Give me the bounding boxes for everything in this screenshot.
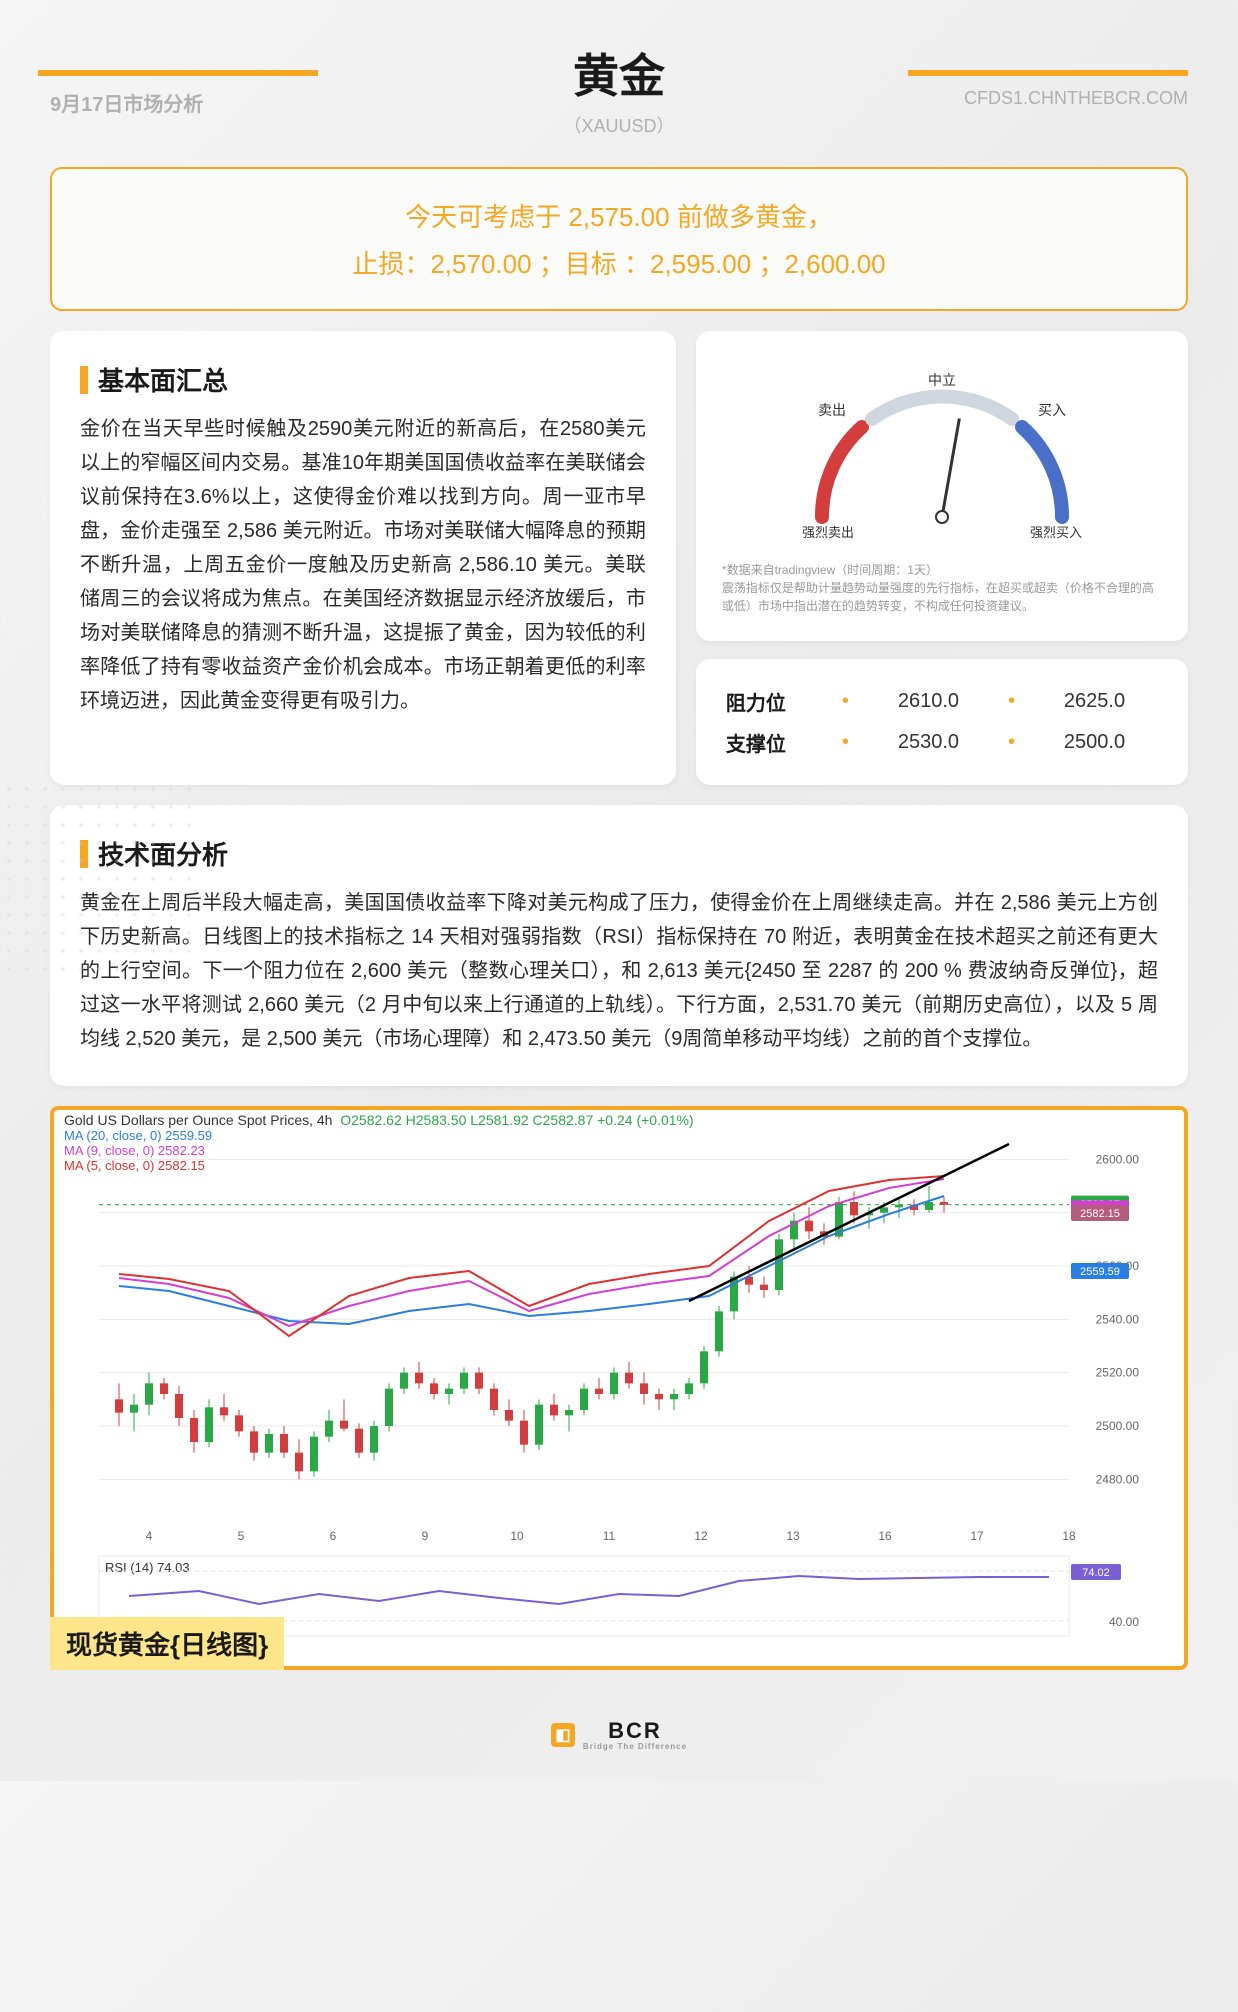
sentiment-gauge: 中立 卖出 买入 强烈卖出 强烈买入: [762, 357, 1122, 547]
svg-text:2600.00: 2600.00: [1096, 1152, 1140, 1166]
svg-text:4: 4: [146, 1529, 153, 1543]
header-ticker: （XAUUSD）: [563, 112, 674, 138]
support-v2: 2500.0: [1031, 731, 1158, 754]
svg-text:12: 12: [694, 1529, 708, 1543]
tip-line1: 今天可考虑于 2,575.00 前做多黄金，: [82, 197, 1156, 234]
svg-text:强烈买入: 强烈买入: [1030, 525, 1082, 540]
svg-text:74.02: 74.02: [1082, 1567, 1110, 1579]
svg-text:买入: 买入: [1038, 402, 1066, 418]
svg-text:2540.00: 2540.00: [1096, 1312, 1140, 1326]
levels-card: 阻力位 • 2610.0 • 2625.0 支撑位 • 2530.0 • 250…: [696, 659, 1188, 785]
gauge-card: 中立 卖出 买入 强烈卖出 强烈买入 *数据来自tradingview（时间周期…: [696, 331, 1188, 641]
technical-card: 技术面分析 黄金在上周后半段大幅走高，美国国债收益率下降对美元构成了压力，使得金…: [50, 805, 1188, 1086]
gauge-note2: 震荡指标仅是帮助计量趋势动量强度的先行指标，在超买或超卖（价格不合理的高或低）市…: [722, 579, 1162, 615]
fundamental-card: 基本面汇总 金价在当天早些时候触及2590美元附近的新高后，在2580美元以上的…: [50, 331, 676, 785]
svg-text:40.00: 40.00: [1109, 1615, 1139, 1629]
resistance-v1: 2610.0: [865, 690, 992, 713]
fundamental-title: 基本面汇总: [80, 361, 646, 398]
trade-suggestion: 今天可考虑于 2,575.00 前做多黄金， 止损：2,570.00 ；目标 ：…: [50, 167, 1188, 311]
svg-text:10: 10: [510, 1529, 524, 1543]
svg-text:5: 5: [238, 1529, 245, 1543]
svg-text:17: 17: [970, 1529, 984, 1543]
resistance-v2: 2625.0: [1031, 690, 1158, 713]
footer: ◧ BCR Bridge The Difference: [0, 1700, 1238, 1781]
price-chart: Gold US Dollars per Ounce Spot Prices, 4…: [50, 1106, 1188, 1670]
svg-text:2582.15: 2582.15: [1080, 1208, 1120, 1220]
svg-text:中立: 中立: [928, 372, 956, 388]
svg-text:11: 11: [603, 1529, 616, 1543]
technical-body: 黄金在上周后半段大幅走高，美国国债收益率下降对美元构成了压力，使得金价在上周继续…: [80, 886, 1158, 1056]
svg-text:卖出: 卖出: [818, 402, 846, 418]
header-site: CFDS1.CHNTHEBCR.COM: [908, 70, 1188, 109]
svg-text:9: 9: [422, 1529, 429, 1543]
header-title: 黄金: [563, 40, 674, 106]
svg-text:RSI (14) 74.03: RSI (14) 74.03: [105, 1560, 190, 1575]
header: 9月17日市场分析 黄金 （XAUUSD） CFDS1.CHNTHEBCR.CO…: [0, 0, 1238, 137]
gauge-note1: *数据来自tradingview（时间周期：1天）: [722, 561, 1162, 579]
footer-sub: Bridge The Difference: [583, 1742, 687, 1751]
svg-text:6: 6: [330, 1529, 337, 1543]
technical-title: 技术面分析: [80, 835, 1158, 872]
chart-svg: 2600.002560.002540.002520.002500.002480.…: [64, 1126, 1174, 1666]
svg-text:2480.00: 2480.00: [1096, 1472, 1140, 1486]
svg-text:16: 16: [878, 1529, 892, 1543]
header-date: 9月17日市场分析: [50, 70, 318, 117]
resistance-row: 阻力位 • 2610.0 • 2625.0: [726, 681, 1158, 722]
svg-text:强烈卖出: 强烈卖出: [802, 525, 854, 540]
svg-text:2520.00: 2520.00: [1096, 1366, 1140, 1380]
svg-text:18: 18: [1062, 1529, 1076, 1543]
tip-line2: 止损：2,570.00 ；目标 ：2,595.00 ；2,600.00: [82, 244, 1156, 281]
svg-text:13: 13: [786, 1529, 800, 1543]
svg-text:2559.59: 2559.59: [1080, 1266, 1120, 1278]
logo-icon: ◧: [551, 1723, 575, 1747]
fundamental-body: 金价在当天早些时候触及2590美元附近的新高后，在2580美元以上的窄幅区间内交…: [80, 412, 646, 718]
support-label: 支撑位: [726, 728, 826, 757]
chart-badge: 现货黄金{日线图}: [50, 1617, 284, 1670]
resistance-label: 阻力位: [726, 687, 826, 716]
support-v1: 2530.0: [865, 731, 992, 754]
footer-brand: BCR: [583, 1718, 687, 1744]
svg-text:2500.00: 2500.00: [1096, 1419, 1140, 1433]
support-row: 支撑位 • 2530.0 • 2500.0: [726, 722, 1158, 763]
